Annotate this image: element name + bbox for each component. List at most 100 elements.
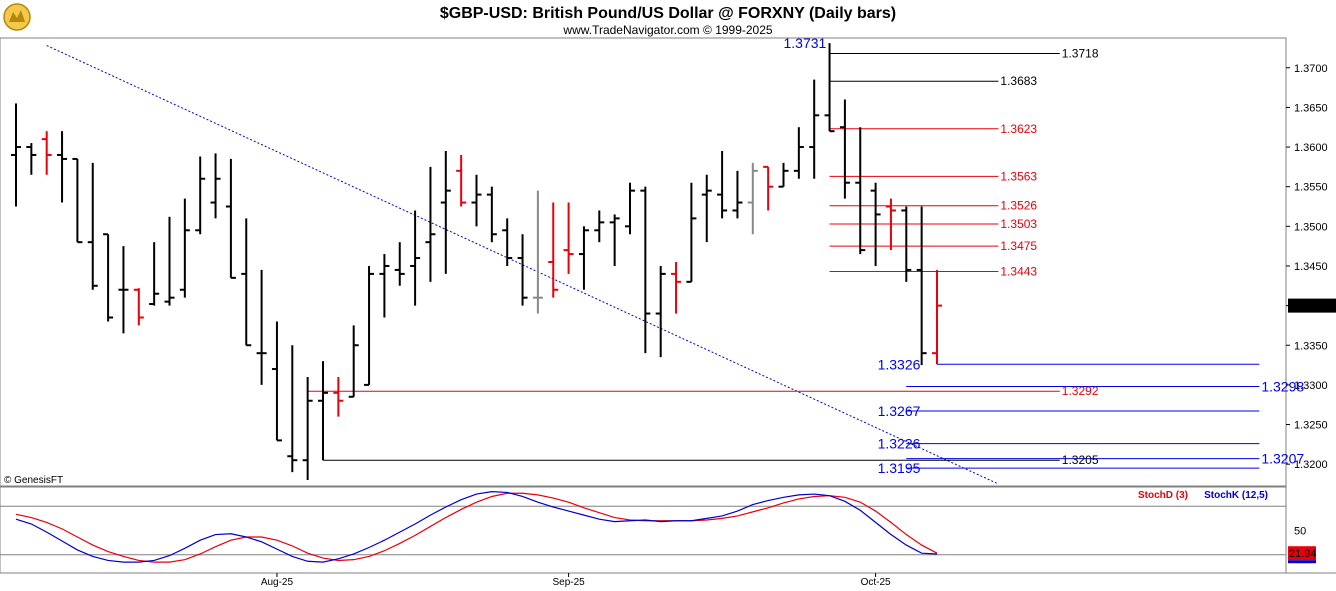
level-label: 1.3503 xyxy=(1000,217,1037,231)
ohlc-bar xyxy=(195,156,206,235)
ohlc-bar xyxy=(717,151,728,219)
ohlc-bar xyxy=(609,214,620,266)
ohlc-bar xyxy=(778,162,789,188)
ohlc-bar xyxy=(302,376,313,481)
stochastic-panel xyxy=(0,486,1287,574)
ohlc-bar xyxy=(410,210,421,306)
ohlc-bar xyxy=(885,198,896,251)
level-label: 1.3563 xyxy=(1000,169,1037,183)
ohlc-bar xyxy=(640,186,651,354)
ohlc-bar xyxy=(763,165,774,211)
ohlc-bar xyxy=(486,186,497,243)
ohlc-bar xyxy=(747,162,758,235)
ohlc-bar xyxy=(686,182,697,283)
price-tick-label: 1.3550 xyxy=(1294,182,1328,194)
price-tick-label: 1.3300 xyxy=(1294,380,1328,392)
level-label: 1.3718 xyxy=(1062,46,1099,60)
stoch-tick-label: 50 xyxy=(1294,526,1306,538)
ohlc-bar xyxy=(333,376,344,417)
ohlc-bar xyxy=(594,210,605,243)
price-tick-label: 1.3450 xyxy=(1294,261,1328,273)
price-tick-label: 1.3500 xyxy=(1294,221,1328,233)
ohlc-bar xyxy=(471,174,482,227)
trendline xyxy=(46,45,999,485)
ohlc-bar xyxy=(179,198,190,298)
level-label: 1.3526 xyxy=(1000,199,1037,213)
ohlc-bar xyxy=(793,127,804,179)
ohlc-bar xyxy=(932,269,942,365)
stoch-last-value-stripe xyxy=(1288,560,1316,564)
chart-title: $GBP-USD: British Pound/US Dollar @ FORX… xyxy=(440,5,896,22)
ohlc-bar xyxy=(164,216,175,306)
date-labels: Aug-25 Sep-25 Oct-25 xyxy=(261,573,891,588)
ohlc-bar xyxy=(671,262,682,314)
level-label: 1.3226 xyxy=(878,436,921,452)
price-panel xyxy=(0,37,1287,487)
price-tick-labels: 1.3700 1.3650 1.3600 1.3550 1.3500 1.3450 1.34… xyxy=(1286,63,1336,471)
level-label: 1.3195 xyxy=(878,460,921,476)
ohlc-bar xyxy=(103,233,114,322)
trendline-layer xyxy=(46,45,999,485)
ohlc-bar xyxy=(870,182,881,266)
ohlc-bar xyxy=(824,43,835,133)
level-label: 1.3298 xyxy=(1261,378,1304,394)
ohlc-bar xyxy=(241,218,252,347)
ohlc-bar xyxy=(287,345,298,473)
ohlc-bar xyxy=(517,234,528,306)
stoch-last-value-label: 21.94 xyxy=(1289,548,1317,560)
ohlc-bar xyxy=(440,151,451,274)
ohlc-bar xyxy=(732,170,743,219)
level-label: 1.3326 xyxy=(878,356,921,372)
ohlc-bar xyxy=(118,246,129,334)
levels-layer: 1.3718 1.3683 1.3623 1.3563 1.3526 1.3503 1.34… xyxy=(307,35,1304,476)
ohlc-bar xyxy=(502,218,513,266)
ohlc-bar xyxy=(425,166,436,282)
ohlc-bar xyxy=(379,254,390,318)
ohlc-bar xyxy=(563,202,574,274)
level-label: 1.3475 xyxy=(1000,239,1037,253)
ohlc-bar xyxy=(348,325,359,398)
ohlc-bar xyxy=(625,182,635,235)
ohlc-bar xyxy=(655,265,666,358)
gold-bull-logo-icon xyxy=(3,3,31,31)
ohlc-bar xyxy=(133,288,144,326)
ohlc-bar xyxy=(225,158,236,279)
watermark: © GenesisFT xyxy=(4,475,63,486)
price-tick-label: 1.3350 xyxy=(1294,340,1328,352)
level-label: 1.3207 xyxy=(1261,451,1304,467)
ohlc-bar xyxy=(87,162,98,290)
stochd-legend: StochD (3) xyxy=(1138,490,1188,501)
ohlc-bar xyxy=(41,131,52,175)
date-tick-label: Sep-25 xyxy=(552,577,585,588)
price-tick-label: 1.3600 xyxy=(1294,142,1328,154)
ohlc-bar xyxy=(72,157,83,244)
ohlc-bar xyxy=(839,99,850,199)
stochk-line xyxy=(15,491,938,563)
ohlc-bar xyxy=(548,202,559,298)
level-label: 1.3683 xyxy=(1000,74,1037,88)
ohlc-bar xyxy=(809,79,820,179)
level-label: 1.3205 xyxy=(1062,453,1099,467)
last-price-label: 1.3400 xyxy=(1291,301,1325,313)
ohlc-bar xyxy=(256,269,267,385)
chart-subtitle: www.TradeNavigator.com © 1999-2025 xyxy=(562,23,772,37)
ohlc-bar xyxy=(26,143,37,175)
level-label: 1.3443 xyxy=(1000,265,1037,279)
ohlc-bar xyxy=(318,361,328,461)
ohlc-bar xyxy=(916,206,927,366)
ohlc-bar xyxy=(578,226,589,290)
stochk-legend: StochK (12,5) xyxy=(1204,490,1268,501)
stochd-line xyxy=(15,492,938,563)
ohlc-bar xyxy=(701,174,712,243)
price-tick-label: 1.3200 xyxy=(1294,459,1328,471)
stoch-last-value-box xyxy=(1288,546,1316,561)
ohlc-bar xyxy=(901,206,912,282)
price-tick-label: 1.3250 xyxy=(1294,420,1328,432)
level-label: 1.3267 xyxy=(878,403,921,419)
high-annotation: 1.3731 xyxy=(784,35,827,51)
ohlc-bar xyxy=(532,190,543,314)
stochastic-layer: 50 21.94 xyxy=(0,491,1317,564)
ohlc-bar xyxy=(456,154,467,207)
bars-layer xyxy=(11,43,942,481)
date-tick-label: Aug-25 xyxy=(261,577,294,588)
